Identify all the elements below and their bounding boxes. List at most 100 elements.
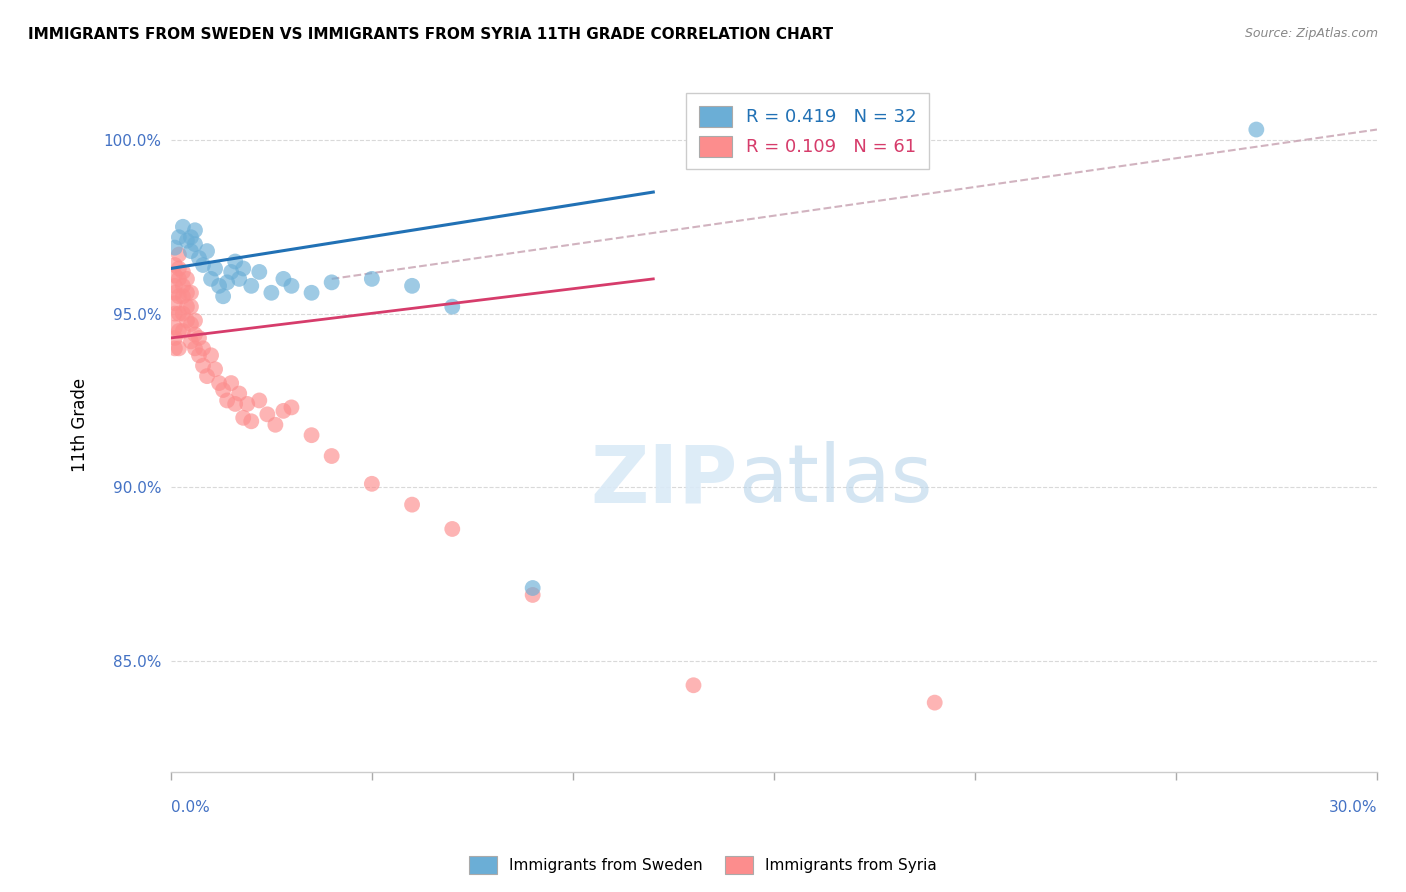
Point bbox=[172, 307, 194, 321]
Point bbox=[176, 300, 198, 314]
Point bbox=[163, 296, 186, 310]
Point bbox=[260, 285, 283, 300]
Text: Source: ZipAtlas.com: Source: ZipAtlas.com bbox=[1244, 27, 1378, 40]
Point bbox=[240, 278, 263, 293]
Point bbox=[172, 278, 194, 293]
Point bbox=[232, 410, 254, 425]
Y-axis label: 11th Grade: 11th Grade bbox=[72, 377, 89, 472]
Point bbox=[219, 265, 242, 279]
Text: IMMIGRANTS FROM SWEDEN VS IMMIGRANTS FROM SYRIA 11TH GRADE CORRELATION CHART: IMMIGRANTS FROM SWEDEN VS IMMIGRANTS FRO… bbox=[28, 27, 834, 42]
Point bbox=[224, 254, 246, 268]
Point bbox=[176, 272, 198, 286]
Point bbox=[682, 678, 704, 692]
Point bbox=[401, 498, 423, 512]
Point bbox=[195, 244, 218, 259]
Point bbox=[172, 219, 194, 234]
Point bbox=[163, 258, 186, 272]
Legend: R = 0.419   N = 32, R = 0.109   N = 61: R = 0.419 N = 32, R = 0.109 N = 61 bbox=[686, 94, 929, 169]
Point bbox=[184, 237, 207, 252]
Point bbox=[180, 334, 202, 349]
Point bbox=[280, 401, 302, 415]
Point bbox=[184, 342, 207, 356]
Point bbox=[167, 342, 190, 356]
Point bbox=[167, 261, 190, 276]
Point bbox=[441, 522, 464, 536]
Point bbox=[163, 307, 186, 321]
Point bbox=[167, 289, 190, 303]
Point bbox=[163, 241, 186, 255]
Point bbox=[280, 278, 302, 293]
Point bbox=[195, 369, 218, 384]
Point bbox=[176, 313, 198, 327]
Point bbox=[217, 276, 239, 290]
Legend: Immigrants from Sweden, Immigrants from Syria: Immigrants from Sweden, Immigrants from … bbox=[463, 850, 943, 880]
Point bbox=[163, 278, 186, 293]
Point bbox=[167, 230, 190, 244]
Point bbox=[163, 285, 186, 300]
Point bbox=[301, 285, 323, 300]
Point bbox=[247, 393, 270, 408]
Point bbox=[180, 300, 202, 314]
Point bbox=[188, 251, 211, 265]
Point bbox=[247, 265, 270, 279]
Point bbox=[191, 359, 214, 373]
Point bbox=[184, 313, 207, 327]
Text: 0.0%: 0.0% bbox=[172, 800, 209, 815]
Point bbox=[522, 581, 544, 595]
Text: ZIP: ZIP bbox=[591, 442, 738, 519]
Point bbox=[217, 393, 239, 408]
Point bbox=[163, 342, 186, 356]
Point bbox=[167, 324, 190, 338]
Point bbox=[188, 331, 211, 345]
Point bbox=[219, 376, 242, 390]
Point bbox=[273, 272, 295, 286]
Point bbox=[264, 417, 287, 432]
Point bbox=[180, 317, 202, 331]
Point bbox=[191, 342, 214, 356]
Point bbox=[232, 261, 254, 276]
Point bbox=[167, 307, 190, 321]
Point bbox=[208, 376, 231, 390]
Point bbox=[167, 247, 190, 261]
Point bbox=[321, 449, 343, 463]
Point bbox=[522, 588, 544, 602]
Point bbox=[208, 278, 231, 293]
Point bbox=[172, 289, 194, 303]
Point bbox=[176, 285, 198, 300]
Point bbox=[228, 272, 250, 286]
Point bbox=[224, 397, 246, 411]
Point bbox=[163, 320, 186, 334]
Point bbox=[236, 397, 259, 411]
Point bbox=[188, 348, 211, 362]
Point bbox=[360, 476, 382, 491]
Point bbox=[441, 300, 464, 314]
Point bbox=[204, 261, 226, 276]
Point bbox=[1246, 122, 1268, 136]
Point bbox=[163, 268, 186, 283]
Point bbox=[924, 696, 946, 710]
Point bbox=[273, 404, 295, 418]
Point bbox=[167, 272, 190, 286]
Text: 30.0%: 30.0% bbox=[1329, 800, 1376, 815]
Point bbox=[321, 276, 343, 290]
Point bbox=[200, 272, 222, 286]
Point bbox=[212, 383, 235, 397]
Point bbox=[180, 244, 202, 259]
Point bbox=[360, 272, 382, 286]
Point bbox=[180, 230, 202, 244]
Point bbox=[191, 258, 214, 272]
Text: atlas: atlas bbox=[738, 442, 932, 519]
Point bbox=[240, 414, 263, 428]
Point bbox=[180, 285, 202, 300]
Point bbox=[172, 265, 194, 279]
Point bbox=[256, 408, 278, 422]
Point bbox=[163, 331, 186, 345]
Point bbox=[184, 327, 207, 342]
Point bbox=[401, 278, 423, 293]
Point bbox=[200, 348, 222, 362]
Point bbox=[172, 324, 194, 338]
Point bbox=[212, 289, 235, 303]
Point bbox=[176, 234, 198, 248]
Point bbox=[184, 223, 207, 237]
Point bbox=[204, 362, 226, 376]
